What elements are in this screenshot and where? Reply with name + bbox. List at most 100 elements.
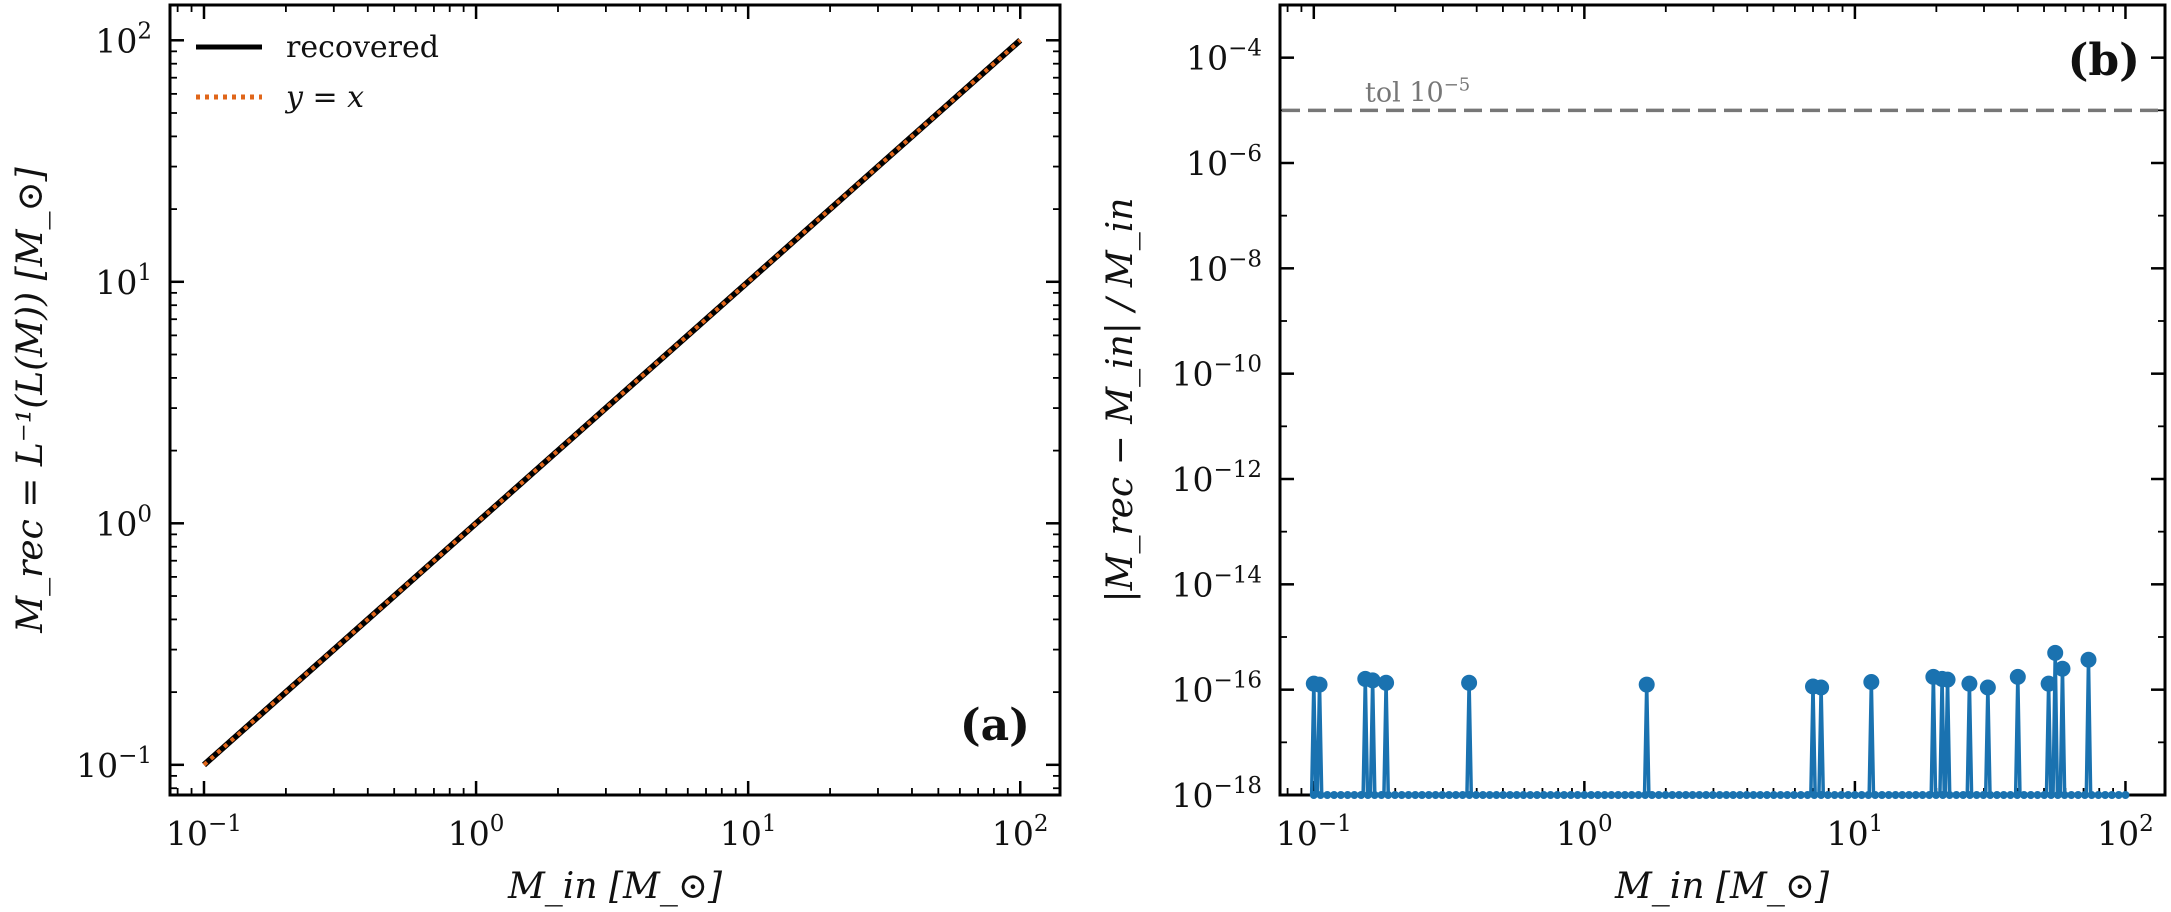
y-tick-label-b: 10−4 [1186,36,1262,78]
error-point-marker [1939,671,1956,688]
floor-marker [1790,791,1799,799]
plot-frame-a [168,3,1062,797]
error-point-marker [1364,672,1381,689]
floor-marker [2101,791,2110,799]
y-axis-label-b: |M_rec − M_in| / M_in [1100,198,1141,603]
floor-marker [1472,791,1481,799]
y-axis-label-a: M_rec = L⁻¹(L(M)) [M_⊙] [10,166,51,633]
floor-marker [1607,791,1616,799]
floor-marker [1918,791,1927,799]
floor-marker [1898,791,1907,799]
floor-marker [1309,791,1318,799]
legend-label-y-equals-x: y = x [284,80,364,115]
floor-marker [1533,791,1542,799]
error-point-marker [2080,651,2097,668]
floor-marker [1512,791,1521,799]
floor-marker [1519,791,1528,799]
floor-marker [1749,791,1758,799]
floor-marker [1499,791,1508,799]
floor-marker [1708,791,1717,799]
floor-marker [1485,791,1494,799]
series-lines-a [202,38,1023,768]
floor-marker [1905,791,1914,799]
floor-marker [1614,791,1623,799]
floor-marker [1336,791,1345,799]
floor-marker [1877,791,1886,799]
floor-marker [1857,791,1866,799]
floor-marker [1986,791,1995,799]
floor-marker [1756,791,1765,799]
floor-marker [1505,791,1514,799]
floor-marker [1715,791,1724,799]
floor-marker [1695,791,1704,799]
floor-marker [1864,791,1873,799]
floor-marker [1952,791,1961,799]
floor-marker [1330,791,1339,799]
y-tick-label-b: 10−10 [1171,352,1262,394]
floor-marker [1478,791,1487,799]
floor-marker [1553,791,1562,799]
floor-marker [1587,791,1596,799]
floor-marker [1776,791,1785,799]
floor-marker [1370,791,1379,799]
floor-marker [1350,791,1359,799]
series-line-y-equals-x [202,38,1022,767]
floor-marker [1566,791,1575,799]
x-axis-label-b: M_in [M_⊙] [1614,866,1830,907]
floor-marker [2080,791,2089,799]
floor-marker [1363,791,1372,799]
floor-marker [2013,791,2022,799]
y-tick-label-b: 10−8 [1186,246,1262,288]
tick-marks-a [170,5,1060,795]
floor-marker [1925,791,1934,799]
error-point-marker [1813,679,1830,696]
floor-marker [1377,791,1386,799]
error-point-marker [2054,660,2071,677]
panel-label-a: (a) [960,700,1030,751]
panel-a: 10−1 100 101 102 10−1 100 101 102 recovered y =… [10,3,1062,907]
error-point-marker [2047,644,2064,661]
error-point-marker [1638,676,1655,693]
y-tick-label-b: 10−12 [1171,457,1262,499]
floor-marker [1316,791,1325,799]
floor-marker [1431,791,1440,799]
panel-label-b: (b) [2068,35,2140,86]
floor-marker [1654,791,1663,799]
x-tick-label-a: 102 [992,811,1049,853]
error-point-marker [1461,674,1478,691]
floor-marker [1729,791,1738,799]
tolerance-line: tol 10−5 [1282,74,2163,113]
floor-marker [2020,791,2029,799]
error-point-marker [1311,676,1328,693]
x-tick-label-b: 102 [2097,811,2154,853]
floor-marker [1769,791,1778,799]
floor-marker [1837,791,1846,799]
error-series-b [1305,644,2130,799]
floor-marker [1641,791,1650,799]
tick-marks-b [1280,4,2165,797]
legend-label-recovered: recovered [286,30,439,65]
floor-marker [1675,791,1684,799]
tick-labels-b: 10−1 100 101 102 10−4 10−6 10−8 10−10 10−12 10−14… [1171,36,2153,853]
floor-marker [1803,791,1812,799]
error-point-marker [1863,673,1880,690]
floor-marker [1438,791,1447,799]
tolerance-label: tol 10−5 [1365,74,1470,108]
floor-marker [1404,791,1413,799]
floor-marker [2114,791,2123,799]
x-tick-label-b: 101 [1827,811,1884,853]
error-point-marker [1979,679,1996,696]
floor-marker [1492,791,1501,799]
floor-marker [1850,791,1859,799]
floor-marker [2121,791,2130,799]
floor-marker [1397,791,1406,799]
x-tick-label-a: 100 [448,811,505,853]
floor-marker [2107,791,2116,799]
legend-a: recovered y = x [196,30,439,115]
floor-marker [2060,791,2069,799]
floor-marker [1668,791,1677,799]
floor-marker [1830,791,1839,799]
y-tick-label-a: 102 [95,18,152,60]
floor-marker [1891,791,1900,799]
floor-marker [1938,791,1947,799]
